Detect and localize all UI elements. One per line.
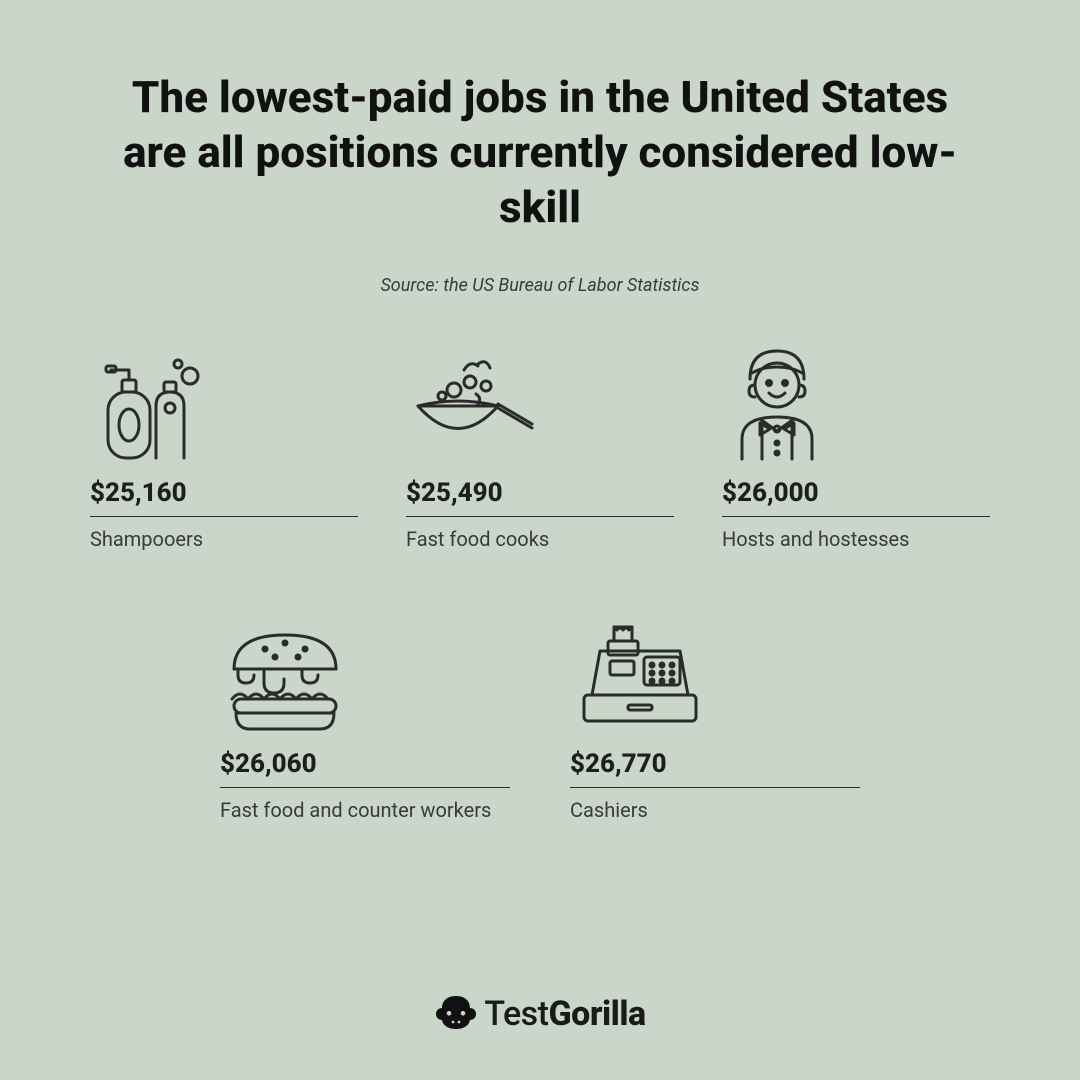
salary-value: $26,770 bbox=[570, 749, 860, 787]
gorilla-icon bbox=[434, 992, 478, 1036]
salary-value: $26,000 bbox=[722, 478, 990, 516]
salary-value: $26,060 bbox=[220, 749, 510, 787]
shampoo-icon bbox=[90, 336, 358, 466]
divider bbox=[220, 787, 510, 788]
job-item-fast-food-cooks: $25,490 Fast food cooks bbox=[406, 336, 674, 551]
job-label: Fast food and counter workers bbox=[220, 798, 510, 822]
host-icon bbox=[722, 336, 990, 466]
divider bbox=[722, 516, 990, 517]
cashregister-icon bbox=[570, 607, 860, 737]
brand-logo: TestGorilla bbox=[0, 992, 1080, 1036]
job-label: Fast food cooks bbox=[406, 527, 674, 551]
divider bbox=[406, 516, 674, 517]
salary-value: $25,160 bbox=[90, 478, 358, 516]
jobs-grid-row-2: $26,060 Fast food and counter workers bbox=[90, 607, 990, 822]
page-title: The lowest-paid jobs in the United State… bbox=[90, 70, 990, 235]
job-label: Cashiers bbox=[570, 798, 860, 822]
job-item-shampooers: $25,160 Shampooers bbox=[90, 336, 358, 551]
job-label: Hosts and hostesses bbox=[722, 527, 990, 551]
jobs-grid-row-1: $25,160 Shampooers $25,490 bbox=[90, 336, 990, 551]
job-label: Shampooers bbox=[90, 527, 358, 551]
wok-icon bbox=[406, 336, 674, 466]
burger-icon bbox=[220, 607, 510, 737]
brand-text: TestGorilla bbox=[484, 994, 645, 1034]
job-item-hosts: $26,000 Hosts and hostesses bbox=[722, 336, 990, 551]
job-item-cashiers: $26,770 Cashiers bbox=[570, 607, 860, 822]
source-line: Source: the US Bureau of Labor Statistic… bbox=[90, 275, 990, 296]
job-item-counter-workers: $26,060 Fast food and counter workers bbox=[220, 607, 510, 822]
salary-value: $25,490 bbox=[406, 478, 674, 516]
divider bbox=[90, 516, 358, 517]
divider bbox=[570, 787, 860, 788]
